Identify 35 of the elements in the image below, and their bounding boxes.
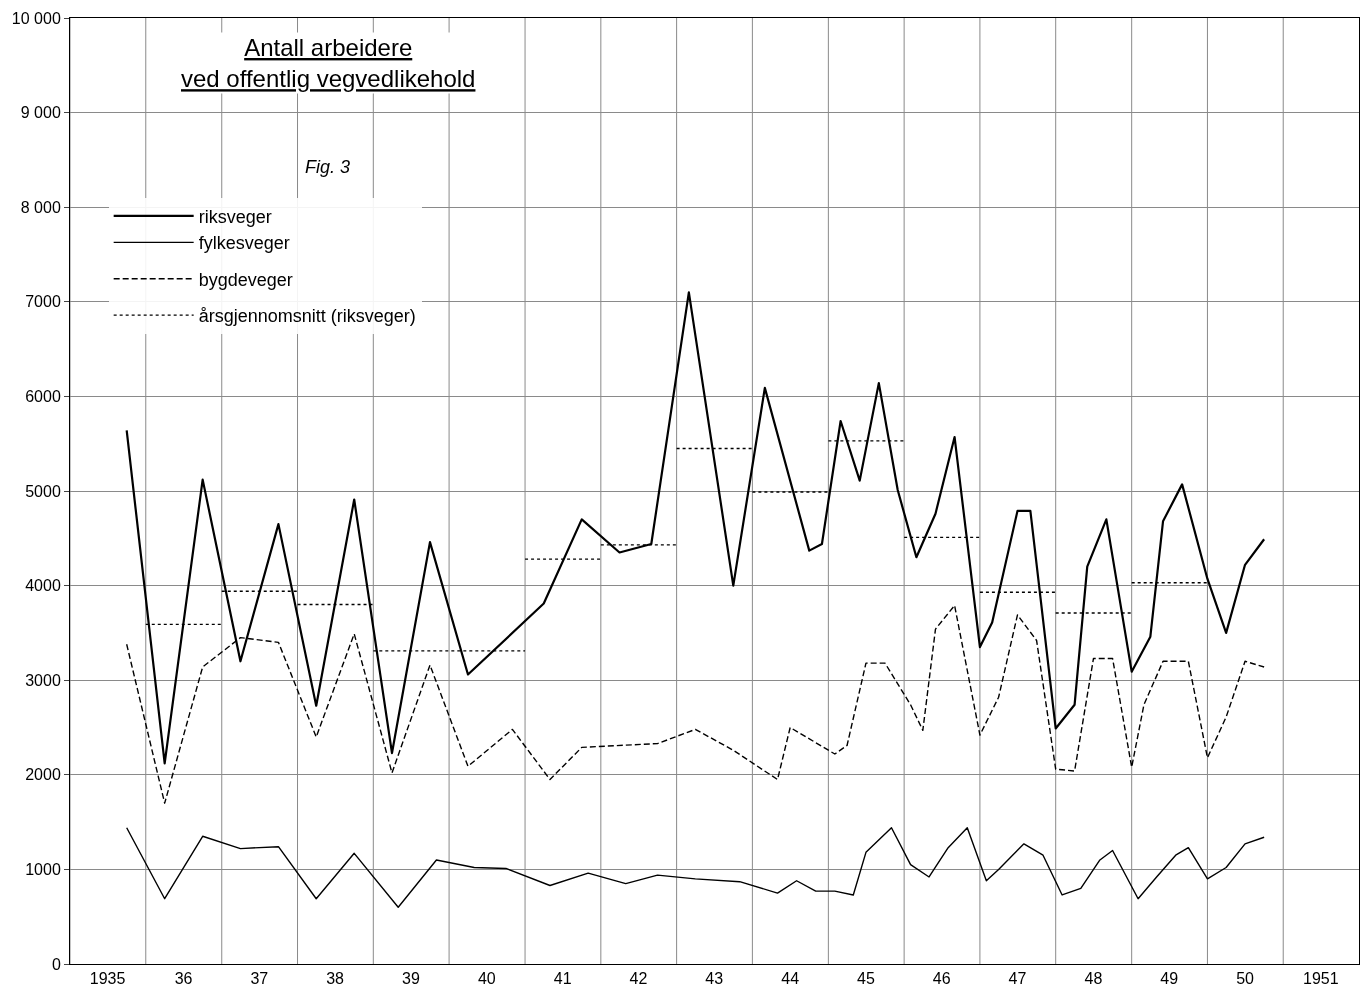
y-tick-label: 7000 xyxy=(25,293,61,311)
y-tick-label: 5000 xyxy=(25,482,61,500)
x-tick-label: 48 xyxy=(1084,970,1103,988)
x-tick-label: 40 xyxy=(477,970,496,988)
y-tick-label: 4000 xyxy=(25,577,61,595)
y-tick-label: 8 000 xyxy=(20,198,61,216)
x-tick-label: 39 xyxy=(401,970,420,988)
x-tick-label: 38 xyxy=(326,970,345,988)
legend-label: årsgjennomsnitt (riksveger) xyxy=(198,306,416,327)
y-tick-label: 3000 xyxy=(25,671,61,689)
legend-label: riksveger xyxy=(198,206,272,227)
y-tick-label: 10 000 xyxy=(11,9,61,27)
x-tick-label: 50 xyxy=(1236,970,1255,988)
text: Antall arbeidere ved offentlig vegvedlikehold xyxy=(181,34,476,93)
x-tick-label: 1935 xyxy=(89,970,126,988)
line-series xyxy=(125,827,1265,908)
x-tick-label: 36 xyxy=(174,970,193,988)
y-tick-label: 1000 xyxy=(25,861,61,878)
x-tick-label: 42 xyxy=(629,970,648,988)
text: Fig. 3 xyxy=(305,157,351,177)
legend-label: bygdeveger xyxy=(198,269,293,290)
y-tick-label: 9 000 xyxy=(20,104,61,122)
x-tick-label: 44 xyxy=(781,970,800,988)
x-tick-label: 45 xyxy=(857,970,875,988)
x-tick-label: 43 xyxy=(705,970,724,988)
y-tick-label: 2000 xyxy=(25,766,61,784)
y-tick-label: 6000 xyxy=(25,388,61,405)
x-tick-label: 47 xyxy=(1008,970,1027,988)
legend-label: fylkesveger xyxy=(198,233,290,254)
x-tick-label: 46 xyxy=(932,970,951,988)
x-tick-label: 41 xyxy=(553,970,572,988)
x-tick-label: 1951 xyxy=(1303,970,1339,988)
x-tick-label: 49 xyxy=(1160,970,1179,988)
x-tick-label: 37 xyxy=(250,970,269,988)
y-tick-label: 0 xyxy=(51,955,61,973)
